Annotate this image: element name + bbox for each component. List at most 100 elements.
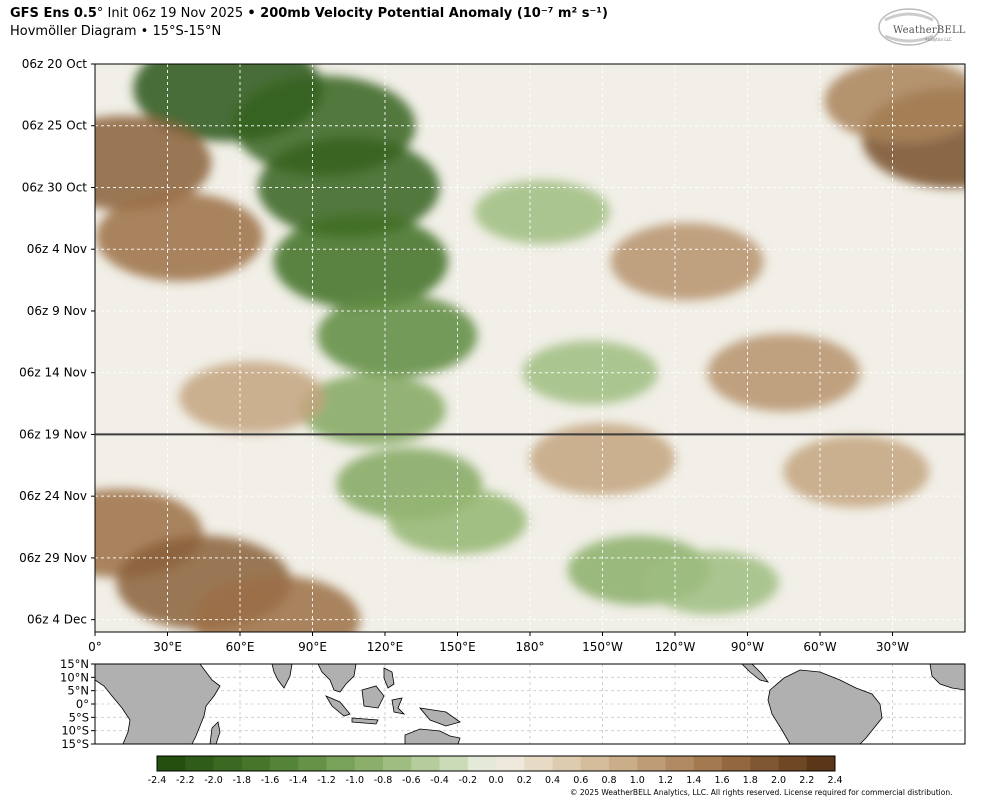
x-tick-label: 60°E — [226, 640, 255, 654]
australia-landmass — [404, 728, 461, 744]
map-lat-label: 5°N — [67, 684, 89, 698]
anomaly-center-11 — [522, 340, 659, 405]
colorbar-cell — [778, 756, 808, 771]
map-lat-label: 10°S — [61, 724, 89, 738]
map-lat-axis: 15°N10°N5°N0°5°S10°S15°S — [60, 657, 95, 751]
x-tick-label: 120°W — [655, 640, 696, 654]
colorbar-tick-label: -2.4 — [148, 775, 167, 786]
colorbar-tick-label: -1.4 — [289, 775, 308, 786]
anomaly-center-10 — [474, 180, 610, 244]
logo-subtext: Analytics LLC — [925, 37, 952, 42]
colorbar-tick-label: 0.4 — [545, 775, 560, 786]
indochina-landmass — [317, 664, 357, 693]
sumatra-landmass — [325, 695, 351, 717]
x-tick-label: 30°E — [153, 640, 182, 654]
colorbar-ticks: -2.4 -2.2 -2.0 -1.8 -1.6 -1.4 -1.2 -1.0 -0.8 -0.6… — [148, 775, 843, 786]
x-tick-label: 90°E — [298, 640, 327, 654]
colorbar-tick-label: 2.0 — [771, 775, 786, 786]
logo-text: WeatherBELL — [893, 25, 966, 36]
new-guinea-landmass — [419, 707, 461, 727]
weatherbell-logo — [878, 8, 940, 46]
colorbar-cell — [637, 756, 666, 771]
colorbar-tick-label: 0.0 — [488, 775, 503, 786]
x-tick-label: 30°W — [876, 640, 909, 654]
reference-map: 15°N10°N5°N0°5°S10°S15°S — [60, 657, 966, 751]
y-tick-label: 06z 14 Nov — [19, 366, 87, 380]
colorbar-tick-label: -1.6 — [261, 775, 280, 786]
map-lat-label: 15°N — [60, 657, 89, 671]
colorbar-cell — [213, 756, 243, 771]
x-tick-label: 120°E — [367, 640, 404, 654]
colorbar-tick-label: -0.2 — [458, 775, 477, 786]
sulawesi-landmass — [391, 697, 406, 715]
x-tick-label: 60°W — [803, 640, 836, 654]
y-tick-label: 06z 25 Oct — [22, 119, 88, 133]
colorbar-tick-label: 0.6 — [573, 775, 588, 786]
colorbar-cell — [665, 756, 695, 771]
borneo-landmass — [361, 685, 385, 709]
x-tick-label: 180° — [516, 640, 545, 654]
anomaly-center-16 — [610, 222, 764, 301]
x-tick-label: 0° — [88, 640, 102, 654]
anomaly-center-4 — [316, 294, 478, 378]
anomaly-center-21 — [192, 575, 361, 632]
anomaly-field — [95, 64, 965, 632]
map-gridlines — [95, 664, 965, 744]
west-africa-landmass — [929, 664, 965, 691]
colorbar-tick-label: 2.4 — [827, 775, 842, 786]
colorbar-cell — [467, 756, 497, 771]
colorbar-cell — [693, 756, 723, 771]
colorbar-cell — [411, 756, 440, 771]
colorbar-tick-label: -1.8 — [232, 775, 251, 786]
x-axis: 0° 30°E 60°E 90°E 120°E 150°E 180° 150°W 120°W 90… — [88, 632, 909, 654]
colorbar-cell — [326, 756, 356, 771]
map-lat-label: 15°S — [61, 737, 89, 751]
colorbar-tick-label: 1.4 — [686, 775, 701, 786]
colorbar-tick-label: 0.2 — [517, 775, 532, 786]
colorbar-tick-label: -2.2 — [176, 775, 195, 786]
colorbar-tick-label: 1.2 — [658, 775, 673, 786]
colorbar-tick-label: -0.6 — [402, 775, 421, 786]
colorbar-cell — [298, 756, 327, 771]
india-landmass — [271, 664, 293, 689]
anomaly-center-12 — [95, 115, 212, 210]
chart-subtitle: Hovmöller Diagram • 15°S-15°N — [10, 24, 222, 39]
colorbar-cell — [354, 756, 384, 771]
colorbar-cell — [580, 756, 610, 771]
colorbar-tick-label: -2.0 — [204, 775, 223, 786]
colorbar-cell — [439, 756, 469, 771]
colorbar-cell — [552, 756, 582, 771]
x-tick-label: 90°W — [731, 640, 764, 654]
south-america-landmass — [767, 669, 883, 744]
colorbar-cell — [383, 756, 412, 771]
anomaly-center-5 — [299, 373, 446, 446]
colorbar-cell — [496, 756, 525, 771]
anomaly-center-18 — [529, 423, 676, 496]
copyright-notice: © 2025 WeatherBELL Analytics, LLC. All r… — [570, 788, 953, 797]
y-tick-label: 06z 20 Oct — [22, 57, 88, 71]
colorbar-cell — [241, 756, 271, 771]
colorbar-cell — [524, 756, 553, 771]
colorbar-tick-label: 1.8 — [743, 775, 758, 786]
y-tick-label: 06z 29 Nov — [19, 551, 87, 565]
colorbar-cell — [806, 756, 836, 771]
x-tick-label: 150°E — [439, 640, 476, 654]
heatmap-area — [94, 63, 966, 633]
colorbar-cell — [722, 756, 751, 771]
anomaly-center-23 — [783, 435, 930, 508]
x-tick-label: 150°W — [582, 640, 623, 654]
anomaly-center-9 — [643, 550, 779, 615]
colorbar-cells — [157, 756, 836, 771]
africa-landmass — [95, 664, 221, 744]
colorbar-tick-label: 0.8 — [601, 775, 616, 786]
y-tick-label: 06z 19 Nov — [19, 427, 87, 441]
colorbar-tick-label: 2.2 — [799, 775, 814, 786]
colorbar-cell — [185, 756, 214, 771]
anomaly-center-22 — [179, 361, 326, 434]
map-lat-label: 0° — [76, 697, 89, 711]
y-tick-label: 06z 30 Oct — [22, 180, 88, 194]
colorbar: -2.4 -2.2 -2.0 -1.8 -1.6 -1.4 -1.2 -1.0 -0.8 -0.6… — [148, 755, 843, 786]
colorbar-tick-label: -1.0 — [345, 775, 364, 786]
colorbar-tick-label: -0.4 — [430, 775, 449, 786]
